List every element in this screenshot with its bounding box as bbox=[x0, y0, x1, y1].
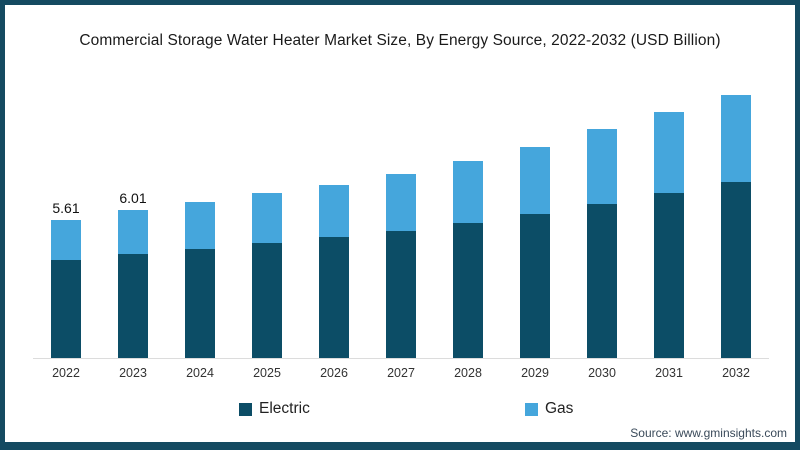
x-axis-line bbox=[33, 358, 769, 359]
x-axis-tick-2026: 2026 bbox=[320, 366, 348, 380]
x-axis-tick-2028: 2028 bbox=[454, 366, 482, 380]
bar-segment-gas-2028 bbox=[453, 161, 483, 223]
stacked-bar-2024 bbox=[185, 202, 215, 358]
bar-segment-electric-2031 bbox=[654, 193, 684, 358]
bar-segment-gas-2027 bbox=[386, 174, 416, 231]
bar-segment-gas-2023 bbox=[118, 210, 148, 254]
x-axis-tick-2029: 2029 bbox=[521, 366, 549, 380]
stacked-bar-2025 bbox=[252, 193, 282, 358]
stacked-bar-2028 bbox=[453, 161, 483, 358]
bar-segment-gas-2022 bbox=[51, 220, 81, 260]
legend-item-gas: Gas bbox=[525, 400, 573, 418]
bar-segment-gas-2030 bbox=[587, 129, 617, 204]
bar-segment-electric-2022 bbox=[51, 260, 81, 358]
x-axis-tick-2024: 2024 bbox=[186, 366, 214, 380]
chart-title: Commercial Storage Water Heater Market S… bbox=[79, 32, 721, 49]
x-axis-tick-2030: 2030 bbox=[588, 366, 616, 380]
stacked-bar-2022 bbox=[51, 220, 81, 358]
stacked-bar-2023 bbox=[118, 210, 148, 358]
bar-chart-plot-area: 5.61 2022 6.01 2023 2024 2025 2026 2027 2028 2029… bbox=[5, 5, 795, 442]
x-axis-tick-2022: 2022 bbox=[52, 366, 80, 380]
legend-swatch-electric-icon bbox=[239, 402, 252, 416]
bar-segment-electric-2029 bbox=[520, 214, 550, 358]
bar-segment-gas-2031 bbox=[654, 112, 684, 193]
bar-segment-gas-2026 bbox=[319, 185, 349, 237]
data-label-2022: 5.61 bbox=[52, 200, 80, 216]
stacked-bar-2027 bbox=[386, 174, 416, 358]
legend-swatch-gas-icon bbox=[525, 402, 538, 416]
stacked-bar-2032 bbox=[721, 95, 751, 358]
bar-segment-gas-2025 bbox=[252, 193, 282, 243]
legend-item-electric: Electric bbox=[239, 400, 310, 418]
legend-label-electric: Electric bbox=[259, 400, 310, 417]
x-axis-tick-2027: 2027 bbox=[387, 366, 415, 380]
bar-segment-electric-2024 bbox=[185, 249, 215, 358]
bar-segment-electric-2030 bbox=[587, 204, 617, 358]
stacked-bar-2031 bbox=[654, 112, 684, 358]
x-axis-tick-2032: 2032 bbox=[722, 366, 750, 380]
source-attribution: Source: www.gminsights.com bbox=[630, 426, 787, 440]
bar-segment-electric-2025 bbox=[252, 243, 282, 358]
bar-segment-electric-2028 bbox=[453, 223, 483, 358]
x-axis-tick-2025: 2025 bbox=[253, 366, 281, 380]
stacked-bar-2030 bbox=[587, 129, 617, 358]
stacked-bar-2029 bbox=[520, 147, 550, 358]
bar-segment-gas-2032 bbox=[721, 95, 751, 182]
stacked-bar-2026 bbox=[319, 185, 349, 358]
bar-segment-electric-2027 bbox=[386, 231, 416, 358]
bar-segment-gas-2024 bbox=[185, 202, 215, 249]
legend-label-gas: Gas bbox=[545, 400, 574, 417]
bar-segment-gas-2029 bbox=[520, 147, 550, 214]
data-label-2023: 6.01 bbox=[119, 190, 147, 206]
bar-segment-electric-2023 bbox=[118, 254, 148, 358]
bar-segment-electric-2032 bbox=[721, 182, 751, 358]
x-axis-tick-2023: 2023 bbox=[119, 366, 147, 380]
bar-segment-electric-2026 bbox=[319, 237, 349, 358]
x-axis-tick-2031: 2031 bbox=[655, 366, 683, 380]
